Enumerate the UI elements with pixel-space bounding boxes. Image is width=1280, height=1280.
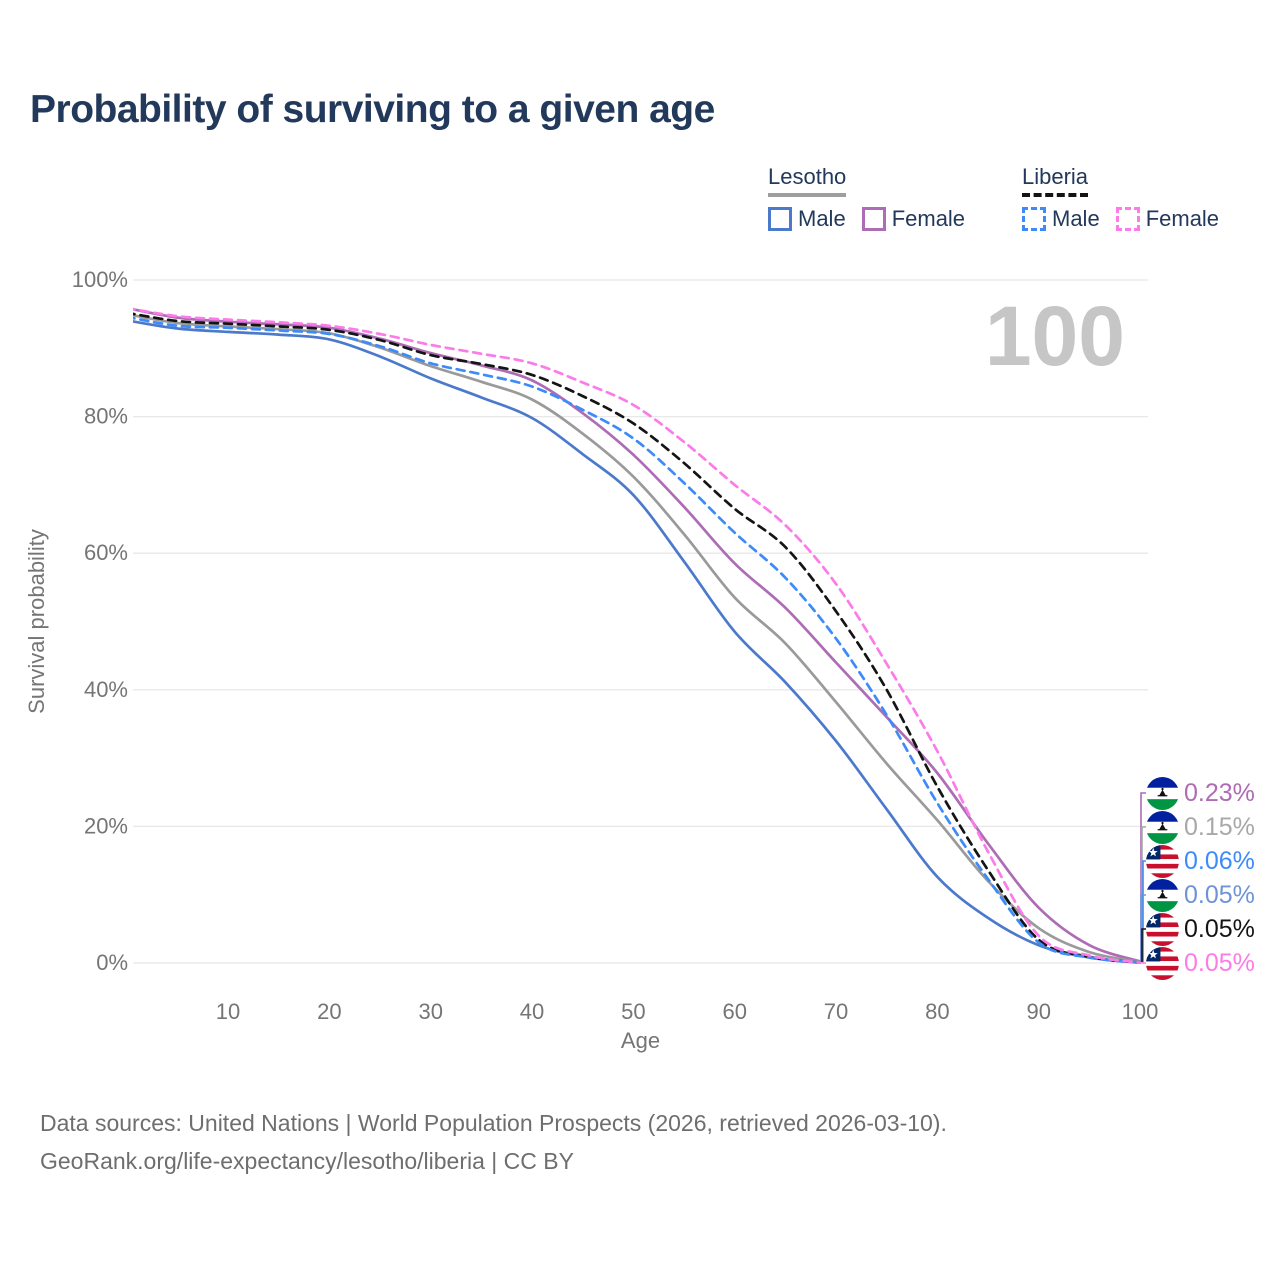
x-axis-title: Age	[621, 1028, 660, 1053]
series-line-liberia-both[interactable]	[127, 312, 1142, 965]
y-tick-label-80: 80%	[84, 404, 128, 429]
legend-swatch-lesotho-female	[861, 207, 886, 231]
legend-swatch-liberia-male	[1022, 207, 1046, 231]
end-label-liberia-male: 0.06%	[1146, 844, 1255, 878]
legend-item-label: Female	[891, 206, 966, 231]
y-tick-label-40: 40%	[84, 677, 128, 702]
end-label-value: 0.06%	[1184, 846, 1255, 875]
liberia-flag-icon	[1146, 912, 1179, 946]
x-tick-label-80: 80	[925, 999, 949, 1024]
legend-swatch-liberia-female	[1115, 207, 1140, 231]
page-title: Probability of surviving to a given age	[30, 88, 715, 131]
lesotho-flag-icon	[1146, 878, 1179, 912]
legend-group-liberia: Liberia Male Female	[1022, 164, 1219, 232]
legend-country-label-lesotho: Lesotho	[768, 164, 847, 189]
footer: Data sources: United Nations | World Pop…	[40, 1104, 947, 1180]
y-tick-label-20: 20%	[84, 813, 128, 838]
end-label-liberia-female: 0.05%	[1146, 946, 1255, 980]
series-line-lesotho-female[interactable]	[127, 307, 1142, 963]
x-tick-label-30: 30	[418, 999, 442, 1024]
lesotho-flag-icon	[1146, 776, 1179, 810]
legend-swatch-lesotho-male	[768, 207, 792, 231]
legend-country-lesotho: Lesotho	[768, 164, 847, 197]
series-line-lesotho-both[interactable]	[127, 313, 1142, 964]
end-label-value: 0.05%	[1184, 948, 1255, 977]
series-line-liberia-female[interactable]	[127, 307, 1142, 965]
y-axis-title: Survival probability	[24, 529, 49, 714]
x-tick-label-20: 20	[317, 999, 341, 1024]
legend-linestyle-lesotho	[768, 193, 847, 197]
end-label-value: 0.23%	[1184, 778, 1255, 807]
end-value-labels: 0.23% 0.15% 0.06%	[1146, 776, 1255, 980]
end-label-lesotho-male: 0.05%	[1146, 878, 1255, 912]
legend-linestyle-liberia	[1022, 193, 1089, 197]
end-label-lesotho-both: 0.15%	[1146, 810, 1255, 844]
legend-item-liberia-male[interactable]: Male	[1022, 206, 1100, 232]
legend-group-lesotho: Lesotho Male Female	[768, 164, 965, 232]
legend-item-label: Female	[1145, 206, 1220, 231]
x-tick-label-60: 60	[722, 999, 746, 1024]
legend-item-label: Male	[798, 206, 846, 231]
liberia-flag-icon	[1146, 946, 1179, 980]
legend-item-lesotho-female[interactable]: Female	[861, 206, 966, 232]
end-label-value: 0.05%	[1184, 914, 1255, 943]
end-label-liberia-both: 0.05%	[1146, 912, 1255, 946]
legend-item-liberia-female[interactable]: Female	[1115, 206, 1220, 232]
y-tick-label-100: 100%	[72, 267, 128, 292]
x-tick-label-50: 50	[621, 999, 645, 1024]
end-label-value: 0.05%	[1184, 880, 1255, 909]
legend-country-label-liberia: Liberia	[1022, 164, 1089, 189]
legend-item-label: Male	[1052, 206, 1100, 231]
end-label-lesotho-female: 0.23%	[1146, 776, 1255, 810]
y-tick-label-60: 60%	[84, 540, 128, 565]
lesotho-flag-icon	[1146, 810, 1179, 844]
end-label-value: 0.15%	[1184, 812, 1255, 841]
x-tick-label-100: 100	[1122, 999, 1159, 1024]
hover-age-watermark: 100	[984, 289, 1125, 383]
liberia-flag-icon	[1146, 844, 1179, 878]
footer-url-line: GeoRank.org/life-expectancy/lesotho/libe…	[40, 1148, 574, 1174]
footer-sources-line: Data sources: United Nations | World Pop…	[40, 1110, 947, 1136]
series-line-lesotho-male[interactable]	[127, 320, 1142, 965]
x-tick-label-10: 10	[216, 999, 240, 1024]
legend-item-lesotho-male[interactable]: Male	[768, 206, 846, 232]
series-line-liberia-male[interactable]	[127, 316, 1142, 964]
legend-country-liberia: Liberia	[1022, 164, 1089, 197]
y-tick-label-0: 0%	[96, 950, 128, 975]
x-tick-label-90: 90	[1026, 999, 1050, 1024]
x-tick-label-40: 40	[520, 999, 544, 1024]
x-tick-label-70: 70	[824, 999, 848, 1024]
